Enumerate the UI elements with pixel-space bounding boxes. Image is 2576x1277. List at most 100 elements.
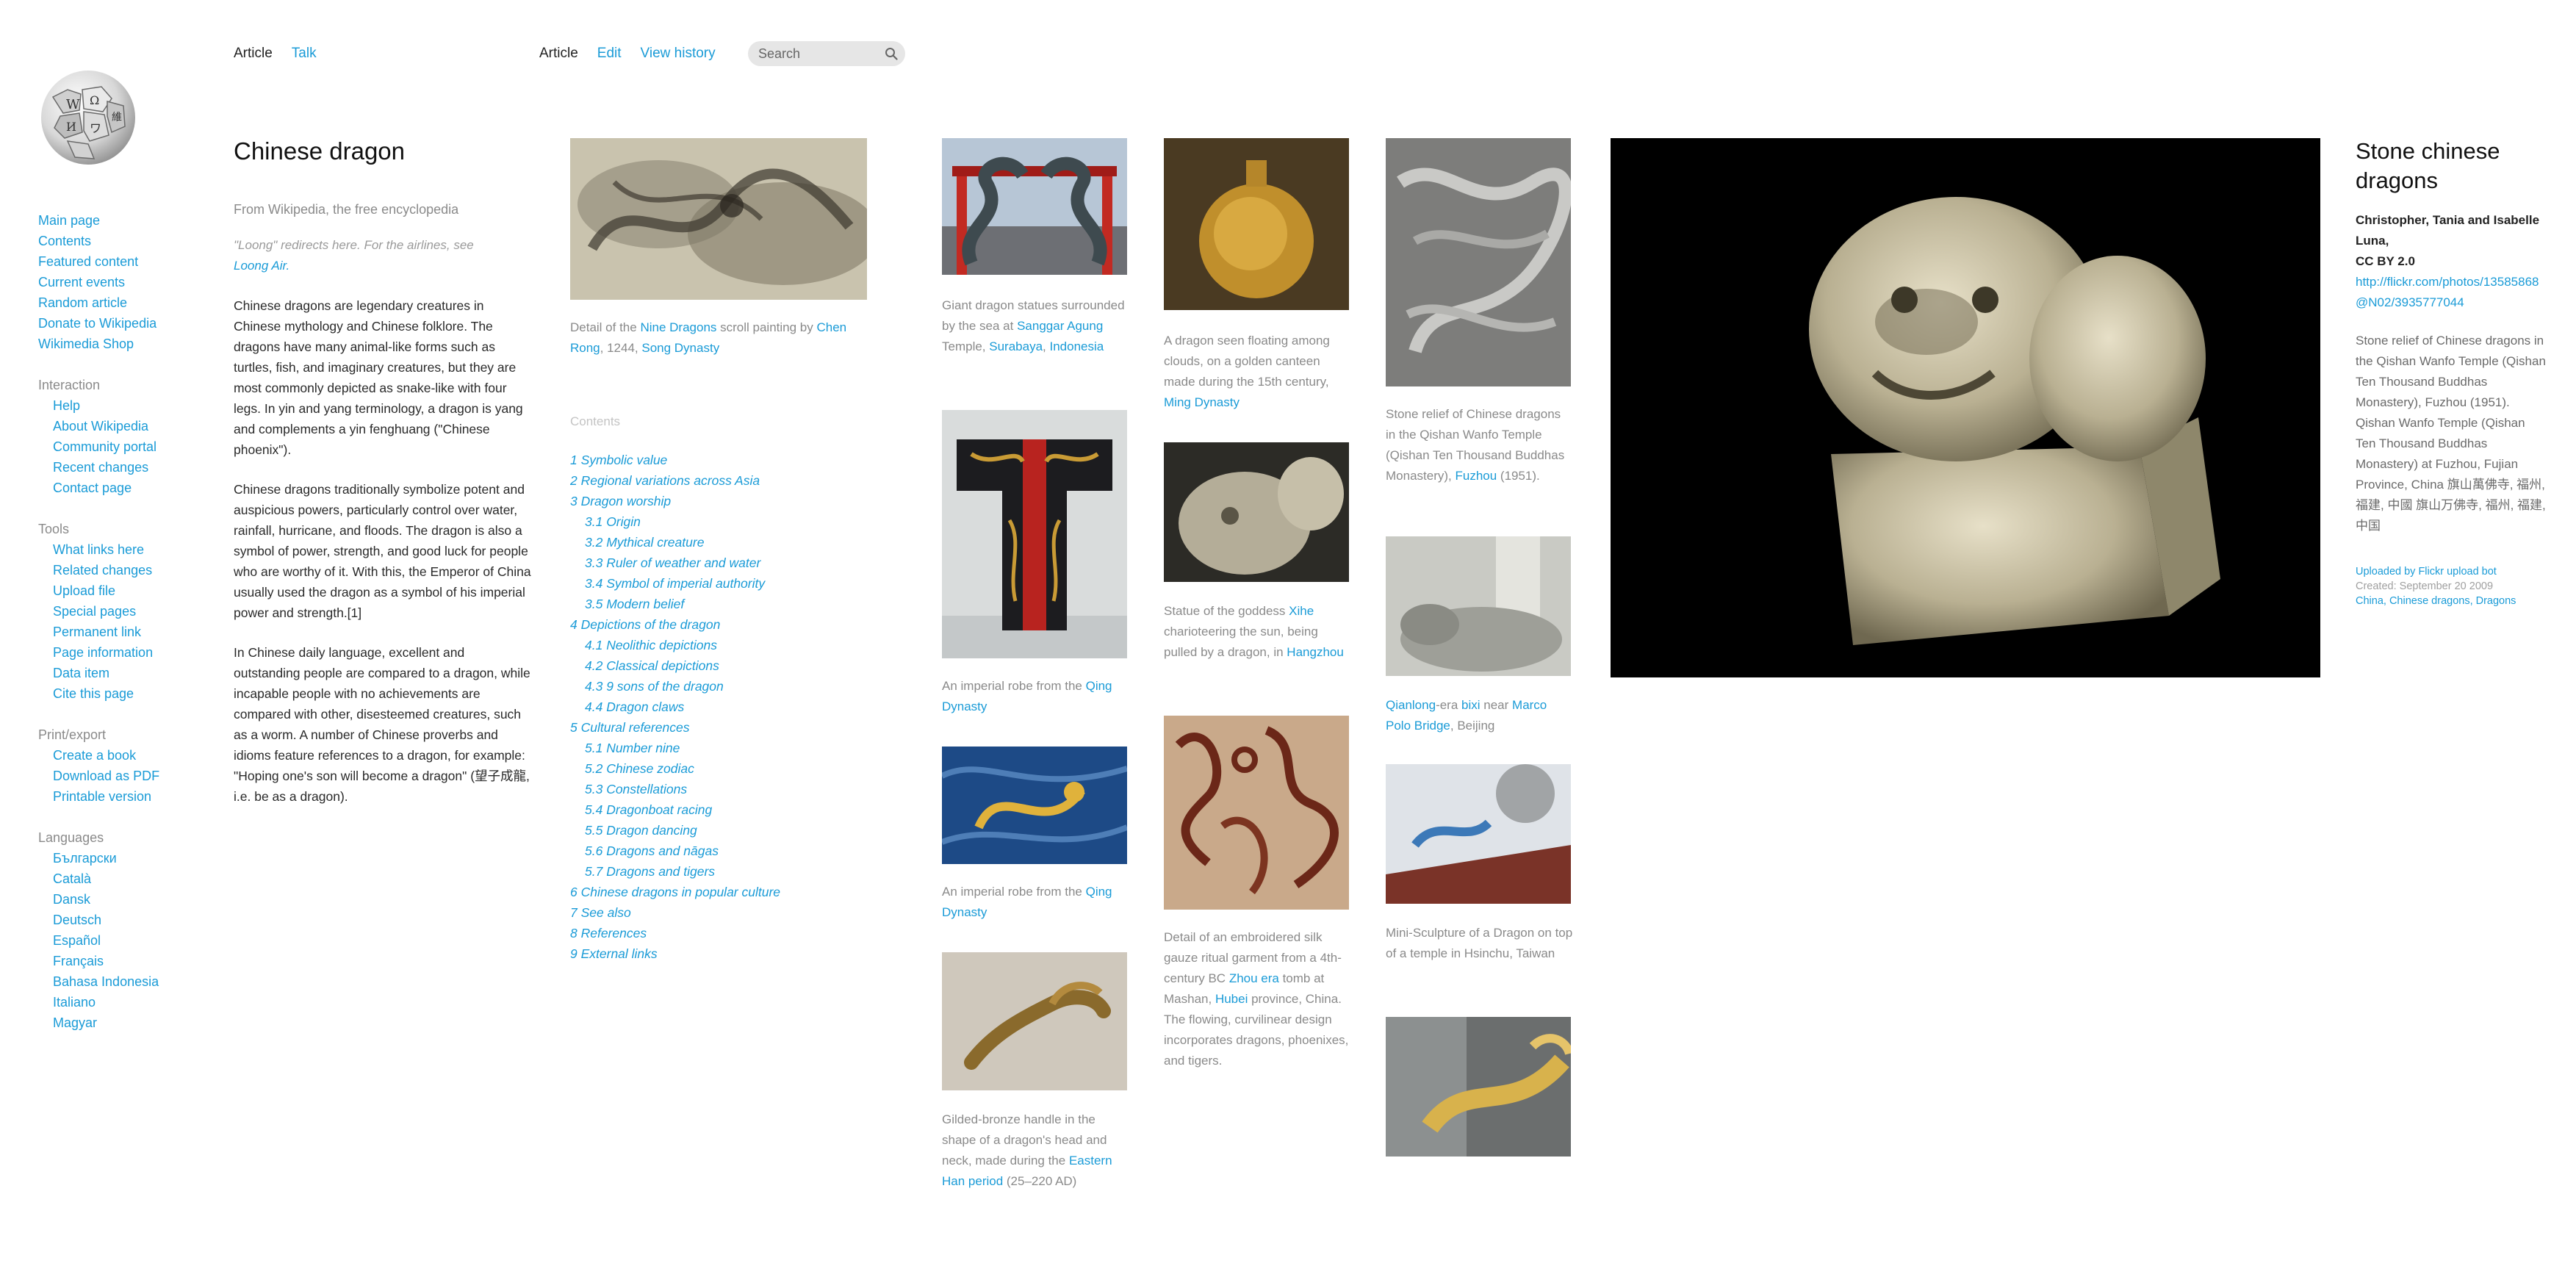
embroidered-silk-image[interactable] [1164,716,1349,910]
link-hubei[interactable]: Hubei [1215,992,1248,1006]
wikipedia-logo[interactable]: W Ω И ワ 維 [38,68,138,168]
link-marco-polo-bridge[interactable]: Marco Polo Bridge [1386,698,1547,733]
tab-talk[interactable]: Talk [291,46,317,61]
sidebar-item-current-events[interactable]: Current events [38,275,126,289]
toc-item[interactable]: 3.1 Origin [585,514,641,529]
toc-item[interactable]: 4.3 9 sons of the dragon [585,679,724,694]
hatnote-link-loong-air[interactable]: Loong Air. [234,259,290,273]
uploaded-by-link[interactable]: Uploaded by Flickr upload bot [2356,566,2497,578]
sidebar-item-create-a-book[interactable]: Create a book [53,748,137,763]
toc-item[interactable]: 9 External links [570,946,658,961]
sidebar-item-printable-version[interactable]: Printable version [53,789,152,804]
sidebar-item-upload-file[interactable]: Upload file [53,583,116,598]
search-input[interactable] [758,41,876,66]
link-hangzhou[interactable]: Hangzhou [1287,645,1344,659]
toc-item[interactable]: 5.7 Dragons and tigers [585,864,716,879]
toc-item[interactable]: 5.4 Dragonboat racing [585,802,713,817]
toc-item[interactable]: 6 Chinese dragons in popular culture [570,885,781,899]
link-ming-dynasty[interactable]: Ming Dynasty [1164,395,1240,409]
toc-item[interactable]: 3.5 Modern belief [585,597,685,611]
toc-item[interactable]: 8 References [570,926,647,940]
link-qing-dynasty[interactable]: Qing Dynasty [942,679,1112,713]
link-fuzhou[interactable]: Fuzhou [1455,469,1497,483]
language-link-magyar[interactable]: Magyar [53,1015,98,1030]
language-link-deutsch[interactable]: Deutsch [53,913,102,927]
dragon-statues-image[interactable] [942,138,1127,275]
tab-article[interactable]: Article [234,46,273,61]
toc-item[interactable]: 5.1 Number nine [585,741,680,755]
link-xihe[interactable]: Xihe [1289,604,1314,618]
sidebar-item-wikimedia-shop[interactable]: Wikimedia Shop [38,337,134,351]
golden-canteen-image[interactable] [1164,138,1349,310]
sidebar-item-main-page[interactable]: Main page [38,213,101,228]
toc-item[interactable]: 1 Symbolic value [570,453,668,467]
tab-view-history[interactable]: View history [640,46,716,61]
toc-item[interactable]: 4.1 Neolithic depictions [585,638,717,652]
sidebar-item-contents[interactable]: Contents [38,234,92,248]
sidebar-item-recent-changes[interactable]: Recent changes [53,460,149,475]
link-nine-dragons[interactable]: Nine Dragons [640,320,717,334]
sidebar-item-related-changes[interactable]: Related changes [53,563,153,578]
link-eastern-han-period[interactable]: Eastern Han period [942,1154,1112,1188]
toc-item[interactable]: 5.3 Constellations [585,782,688,796]
language-link-bahasa-indonesia[interactable]: Bahasa Indonesia [53,974,159,989]
language-link-espa-ol[interactable]: Español [53,933,101,948]
toc-item[interactable]: 5.6 Dragons and nāgas [585,843,719,858]
language-link-fran-ais[interactable]: Français [53,954,104,968]
toc-item[interactable]: 4.2 Classical depictions [585,658,719,673]
language-link-italiano[interactable]: Italiano [53,995,96,1010]
imperial-robe-image[interactable] [942,410,1127,658]
golden-dragon-roof-image[interactable] [1386,1017,1571,1157]
link-bixi[interactable]: bixi [1461,698,1481,712]
link-sanggar-agung[interactable]: Sanggar Agung [1017,319,1104,333]
toc-item[interactable]: 4.4 Dragon claws [585,699,685,714]
search-icon[interactable] [885,47,898,60]
sidebar-item-contact-page[interactable]: Contact page [53,481,132,495]
sidebar-item-download-as-pdf[interactable]: Download as PDF [53,769,160,783]
sidebar-item-permanent-link[interactable]: Permanent link [53,625,142,639]
language-link-item[interactable]: Български [53,851,117,866]
link-surabaya[interactable]: Surabaya [989,339,1043,353]
sidebar-item-about-wikipedia[interactable]: About Wikipedia [53,419,149,434]
imperial-robe-detail-image[interactable] [942,747,1127,864]
link-song-dynasty[interactable]: Song Dynasty [641,341,720,355]
tab-edit[interactable]: Edit [597,46,622,61]
sidebar-item-cite-this-page[interactable]: Cite this page [53,686,134,701]
toc-item[interactable]: 3.3 Ruler of weather and water [585,555,761,570]
bronze-handle-image[interactable] [942,952,1127,1090]
toc-item[interactable]: 5.5 Dragon dancing [585,823,697,838]
bixi-statue-image[interactable] [1386,536,1571,676]
link-chen-rong[interactable]: Chen Rong [570,320,847,355]
link-zhou-era[interactable]: Zhou era [1228,971,1279,985]
stone-relief-image[interactable] [1386,138,1571,386]
toc-item[interactable]: 2 Regional variations across Asia [570,473,760,488]
toc-item[interactable]: 4 Depictions of the dragon [570,617,721,632]
mini-sculpture-image[interactable] [1386,764,1571,904]
sidebar-item-help[interactable]: Help [53,398,81,413]
link-qing-dynasty[interactable]: Qing Dynasty [942,885,1112,919]
sidebar-item-special-pages[interactable]: Special pages [53,604,137,619]
language-link-catal[interactable]: Català [53,871,92,886]
image-source-link[interactable]: http://flickr.com/photos/13585868@N02/39… [2356,275,2539,309]
toc-item[interactable]: 3.4 Symbol of imperial authority [585,576,766,591]
categories-links[interactable]: China, Chinese dragons, Dragons [2356,595,2516,607]
toc-item[interactable]: 5 Cultural references [570,720,690,735]
xihe-statue-image[interactable] [1164,442,1349,582]
toc-item[interactable]: 7 See also [570,905,631,920]
link-indonesia[interactable]: Indonesia [1049,339,1104,353]
toc-item[interactable]: 3.2 Mythical creature [585,535,705,550]
stone-chinese-dragons-image[interactable] [1611,138,2320,677]
sidebar-item-page-information[interactable]: Page information [53,645,154,660]
sidebar-item-donate-to-wikipedia[interactable]: Donate to Wikipedia [38,316,157,331]
nine-dragons-painting-image[interactable] [570,138,867,300]
language-link-dansk[interactable]: Dansk [53,892,91,907]
sidebar-item-community-portal[interactable]: Community portal [53,439,157,454]
sidebar-item-data-item[interactable]: Data item [53,666,110,680]
toc-item[interactable]: 5.2 Chinese zodiac [585,761,694,776]
link-qianlong[interactable]: Qianlong [1386,698,1436,712]
toc-item[interactable]: 3 Dragon worship [570,494,672,508]
sidebar-item-random-article[interactable]: Random article [38,295,128,310]
sidebar-item-what-links-here[interactable]: What links here [53,542,145,557]
sidebar-item-featured-content[interactable]: Featured content [38,254,139,269]
tab-read-article[interactable]: Article [539,46,578,61]
